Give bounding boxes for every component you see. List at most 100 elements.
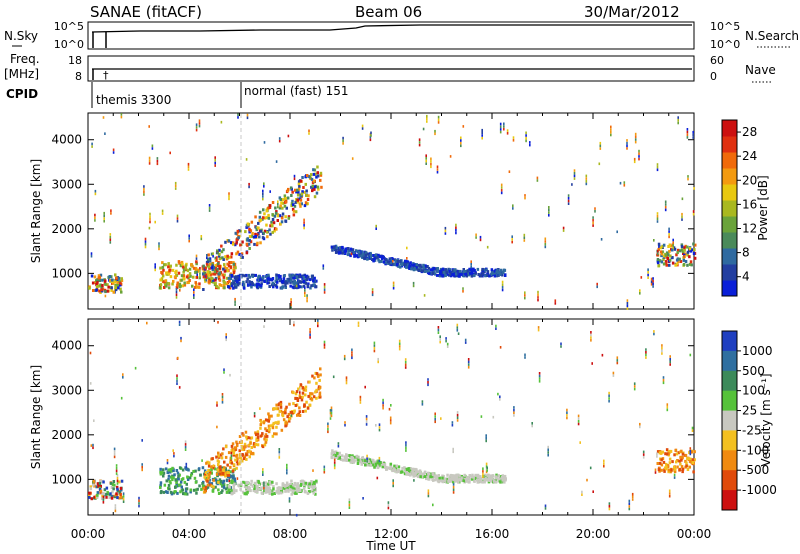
heatmap-cell — [106, 283, 109, 287]
heatmap-cell — [114, 273, 117, 277]
heatmap-cell — [547, 453, 549, 457]
heatmap-cell — [94, 216, 96, 219]
heatmap-cell — [399, 470, 403, 474]
heatmap-cell — [257, 282, 260, 286]
heatmap-cell — [289, 279, 292, 283]
heatmap-cell — [634, 135, 637, 139]
heatmap-cell — [285, 488, 288, 492]
heatmap-cell — [214, 478, 218, 482]
colorbar-swatch — [722, 350, 737, 372]
heatmap-cell — [97, 274, 101, 278]
heatmap-cell — [301, 274, 304, 278]
heatmap-cell — [362, 253, 365, 257]
heatmap-cell — [255, 439, 258, 443]
heatmap-cell — [240, 252, 244, 256]
heatmap-cell — [462, 290, 464, 293]
heatmap-cell — [226, 256, 229, 260]
heatmap-cell — [250, 285, 253, 289]
heatmap-cell — [172, 449, 174, 452]
heatmap-cell — [168, 487, 171, 491]
heatmap-cell — [248, 238, 251, 242]
heatmap-cell — [432, 266, 436, 270]
heatmap-cell — [689, 457, 692, 461]
heatmap-cell — [188, 279, 191, 282]
heatmap-cell — [266, 482, 270, 486]
heatmap-cell — [295, 275, 298, 279]
heatmap-cell — [626, 304, 629, 308]
heatmap-cell — [330, 414, 333, 418]
heatmap-cell — [296, 198, 299, 202]
heatmap-cell — [231, 281, 234, 285]
x-axis-title: Time UT — [365, 539, 416, 553]
heatmap-cell — [656, 462, 659, 465]
heatmap-cell — [689, 249, 693, 253]
heatmap-cell — [228, 476, 231, 480]
heatmap-cell — [113, 495, 117, 499]
cpid-row: CPID themis 3300 normal (fast) 151 — [6, 82, 348, 108]
heatmap-cell — [312, 395, 316, 399]
heatmap-cell — [455, 231, 457, 235]
heatmap-cell — [652, 282, 654, 286]
heatmap-cell — [499, 480, 502, 484]
heatmap-cell — [169, 151, 171, 155]
heatmap-cell — [169, 467, 173, 471]
heatmap-cell — [304, 388, 308, 392]
heatmap-cell — [275, 482, 278, 486]
heatmap-cell — [364, 253, 367, 257]
heatmap-cell — [679, 462, 682, 466]
heatmap-cell — [112, 148, 115, 152]
heatmap-cell — [647, 276, 649, 279]
heatmap-cell — [306, 297, 308, 300]
heatmap-cell — [225, 276, 229, 280]
heatmap-cell — [208, 209, 211, 212]
heatmap-cell — [413, 263, 417, 267]
heatmap-cell — [227, 487, 231, 491]
heatmap-cell — [98, 289, 101, 293]
heatmap-cell — [243, 445, 247, 449]
heatmap-cell — [143, 190, 145, 194]
heatmap-cell — [110, 278, 114, 282]
heatmap-cell — [446, 272, 449, 276]
heatmap-cell — [284, 200, 288, 204]
heatmap-cell — [345, 381, 348, 385]
heatmap-cell — [371, 458, 374, 462]
heatmap-cell — [216, 267, 219, 271]
heatmap-cell — [531, 422, 533, 425]
heatmap-cell — [271, 490, 275, 493]
heatmap-cell — [284, 286, 287, 289]
heatmap-cell — [489, 273, 493, 277]
heatmap-cell — [329, 417, 332, 420]
heatmap-cell — [233, 479, 237, 483]
heatmap-cell — [252, 489, 256, 493]
heatmap-cell — [306, 483, 309, 487]
heatmap-cell — [434, 129, 436, 133]
heatmap-cell — [180, 478, 184, 482]
heatmap-cell — [267, 488, 270, 492]
heatmap-cell — [344, 247, 348, 251]
heatmap-cell — [512, 139, 515, 142]
heatmap-cell — [434, 415, 436, 418]
heatmap-cell — [99, 283, 102, 287]
heatmap-cell — [159, 278, 162, 282]
heatmap-cell — [387, 501, 390, 504]
heatmap-cell — [592, 221, 594, 225]
heatmap-cell — [89, 485, 92, 489]
heatmap-cell — [387, 262, 390, 265]
heatmap-cell — [255, 485, 259, 489]
heatmap-cell — [491, 272, 494, 276]
heatmap-cell — [114, 504, 117, 507]
heatmap-cell — [219, 453, 223, 457]
heatmap-cell — [682, 252, 685, 255]
heatmap-cell — [260, 284, 263, 288]
heatmap-cell — [268, 228, 271, 232]
heatmap-cell — [267, 213, 270, 217]
heatmap-cell — [616, 356, 619, 359]
heatmap-cell — [223, 263, 226, 267]
heatmap-cell — [289, 186, 293, 190]
heatmap-cell — [303, 190, 306, 194]
heatmap-cell — [436, 168, 439, 171]
heatmap-cell — [169, 275, 173, 279]
heatmap-cell — [654, 471, 657, 474]
heatmap-cell — [337, 454, 341, 458]
heatmap-cell — [101, 287, 105, 291]
